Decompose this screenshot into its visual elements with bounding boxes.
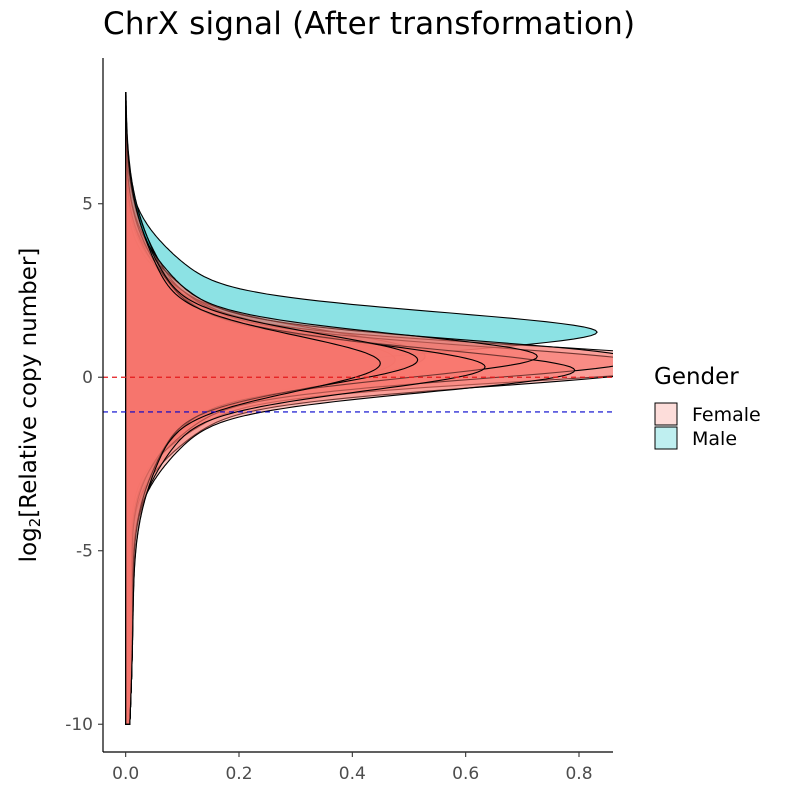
x-tick-label: 0.2 [225, 764, 252, 784]
legend-title: Gender [654, 364, 739, 390]
x-tick-label: 0.6 [452, 764, 479, 784]
y-tick-label: -10 [65, 715, 93, 735]
legend-key-male [654, 426, 678, 450]
reference-lines [103, 376, 613, 413]
legend-label-male: Male [692, 428, 737, 450]
density-curve-female-11 [125, 92, 381, 725]
x-tick-label: 0.4 [339, 764, 366, 784]
density-curves [125, 92, 613, 725]
x-tick-label: 0.0 [112, 764, 139, 784]
y-tick-label: 5 [82, 195, 93, 215]
x-ticks: 0.0 0.2 0.4 0.6 0.8 [112, 752, 593, 784]
legend-label-female: Female [692, 404, 761, 426]
y-tick-label: 0 [82, 368, 93, 388]
legend-key-female [654, 402, 678, 426]
chart-title: ChrX signal (After transformation) [103, 6, 636, 42]
y-ticks: 5 0 -5 -10 [65, 195, 103, 735]
x-tick-label: 0.8 [565, 764, 592, 784]
y-tick-label: -5 [76, 542, 93, 562]
